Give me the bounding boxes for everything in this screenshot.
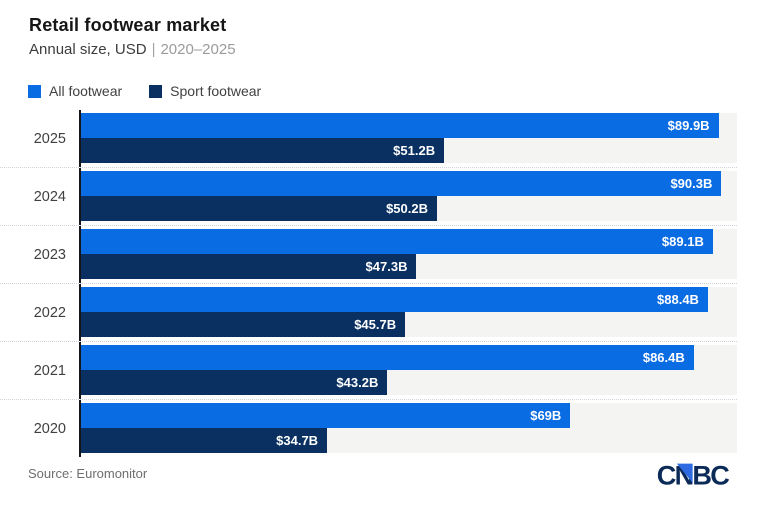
- bar-track: $51.2B: [81, 138, 737, 163]
- year-row: 2021 $86.4B $43.2B: [0, 342, 737, 400]
- all-footwear-bar: $90.3B: [81, 171, 722, 196]
- bar-value-label: $43.2B: [336, 375, 379, 390]
- bar-track: $88.4B: [81, 287, 737, 312]
- year-row: 2023 $89.1B $47.3B: [0, 226, 737, 284]
- chart-subtitle: Annual size, USD | 2020–2025: [29, 41, 731, 58]
- bar-value-label: $51.2B: [393, 143, 436, 158]
- page-title: Retail footwear market: [29, 15, 227, 35]
- bar-group: $90.3B $50.2B: [79, 168, 737, 225]
- all-footwear-bar: $88.4B: [81, 287, 708, 312]
- year-label: 2025: [33, 130, 66, 147]
- all-footwear-bar: $69B: [81, 403, 571, 428]
- sport-footwear-bar: $43.2B: [81, 370, 388, 395]
- legend-swatch-icon: [28, 84, 41, 98]
- bar-track: $47.3B: [81, 254, 737, 279]
- bar-value-label: $34.7B: [276, 433, 319, 448]
- bar-value-label: $89.9B: [667, 118, 710, 133]
- subtitle-year-range: 2020–2025: [160, 41, 236, 58]
- bar-group: $86.4B $43.2B: [79, 342, 737, 399]
- year-label: 2023: [33, 246, 66, 263]
- bar-track: $86.4B: [81, 345, 737, 370]
- legend-label: Sport footwear: [170, 83, 262, 99]
- chart-header: Retail footwear market Annual size, USD |…: [0, 0, 759, 58]
- bar-track: $69B: [81, 403, 737, 428]
- bar-track: $50.2B: [81, 196, 737, 221]
- bar-value-label: $86.4B: [642, 350, 685, 365]
- legend-item: Sport footwear: [149, 83, 261, 99]
- bar-track: $45.7B: [81, 312, 737, 337]
- cnbc-logo-text: CNBC: [657, 461, 729, 489]
- bar-value-label: $88.4B: [657, 292, 699, 307]
- all-footwear-bar: $89.9B: [81, 113, 719, 138]
- bar-value-label: $69B: [530, 408, 562, 423]
- bar-value-label: $89.1B: [661, 234, 704, 249]
- all-footwear-bar: $86.4B: [81, 345, 694, 370]
- year-label: 2021: [33, 362, 66, 379]
- sport-footwear-bar: $34.7B: [81, 428, 328, 453]
- bar-track: $89.1B: [81, 229, 737, 254]
- source-note: Source: Euromonitor: [28, 466, 148, 481]
- bar-track: $34.7B: [81, 428, 737, 453]
- year-label: 2024: [33, 188, 66, 205]
- bar-group: $89.1B $47.3B: [79, 226, 737, 283]
- year-row: 2022 $88.4B $45.7B: [0, 284, 737, 342]
- year-row: 2020 $69B $34.7B: [0, 400, 737, 457]
- legend-label: All footwear: [49, 83, 123, 99]
- bar-value-label: $90.3B: [670, 176, 713, 191]
- year-row: 2024 $90.3B $50.2B: [0, 168, 737, 226]
- sport-footwear-bar: $45.7B: [81, 312, 406, 337]
- sport-footwear-bar: $47.3B: [81, 254, 417, 279]
- legend-item: All footwear: [28, 83, 122, 99]
- bar-track: $43.2B: [81, 370, 737, 395]
- year-label: 2022: [33, 304, 66, 321]
- subtitle-separator: |: [151, 41, 156, 58]
- bar-value-label: $50.2B: [386, 201, 428, 216]
- bar-chart: 2025 $89.9B $51.2B 2024 $90.3B $50.2B 2023 $89.…: [0, 110, 759, 457]
- bar-value-label: $47.3B: [365, 259, 408, 274]
- bar-track: $89.9B: [81, 113, 737, 138]
- cnbc-logo: CNBC: [657, 461, 731, 489]
- year-row: 2025 $89.9B $51.2B: [0, 110, 737, 168]
- bar-track: $90.3B: [81, 171, 737, 196]
- legend-swatch-icon: [149, 84, 163, 98]
- year-label: 2020: [33, 420, 66, 437]
- bar-value-label: $45.7B: [354, 317, 397, 332]
- chart-legend: All footwear Sport footwear: [0, 83, 759, 99]
- bar-group: $89.9B $51.2B: [79, 110, 737, 167]
- sport-footwear-bar: $50.2B: [81, 196, 437, 221]
- all-footwear-bar: $89.1B: [81, 229, 713, 254]
- cnbc-logo-peacock-triangle: [676, 463, 693, 483]
- sport-footwear-bar: $51.2B: [81, 138, 445, 163]
- bar-group: $69B $34.7B: [79, 400, 737, 457]
- bar-group: $88.4B $45.7B: [79, 284, 737, 341]
- subtitle-text: Annual size, USD: [29, 41, 147, 58]
